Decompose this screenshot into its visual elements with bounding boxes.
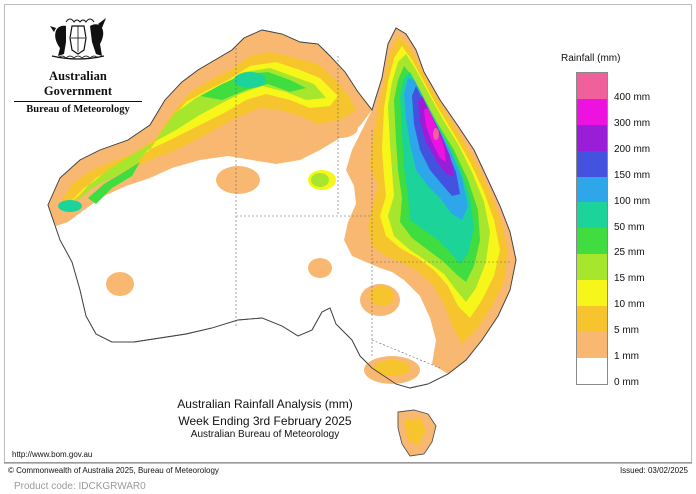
legend-swatch xyxy=(577,202,607,229)
legend-swatch xyxy=(577,254,607,281)
legend-label: 15 mm xyxy=(614,273,645,285)
legend-swatch xyxy=(577,228,607,255)
legend-swatch xyxy=(577,280,607,307)
map-title: Australian Rainfall Analysis (mm) xyxy=(177,397,353,411)
legend-label: 100 mm xyxy=(614,195,651,207)
legend-label: 1 mm xyxy=(614,351,639,362)
coat-of-arms-icon xyxy=(50,18,106,60)
government-branding: Australian Government Bureau of Meteorol… xyxy=(14,20,142,115)
legend-label: 0 mm xyxy=(614,376,639,388)
branding-divider xyxy=(14,101,142,102)
bom-url-link[interactable]: http://www.bom.gov.au xyxy=(12,450,93,459)
product-code: Product code: IDCKGRWAR0 xyxy=(14,481,146,492)
state-borders xyxy=(235,48,510,369)
legend-swatch xyxy=(577,176,607,203)
legend-swatch xyxy=(577,357,607,384)
legend-swatch xyxy=(577,124,607,151)
government-name: Australian Government xyxy=(43,69,113,98)
legend-swatch xyxy=(577,150,607,177)
legend-label: 10 mm xyxy=(614,299,645,311)
map-subtitle: Week Ending 3rd February 2025 xyxy=(178,414,352,428)
legend-swatch xyxy=(577,306,607,332)
legend-label: 400 mm xyxy=(614,92,651,103)
map-source: Australian Bureau of Meteorology xyxy=(190,429,340,440)
legend-title: Rainfall (mm) xyxy=(561,53,621,64)
legend-label: 300 mm xyxy=(614,117,651,129)
issued-date: Issued: 03/02/2025 xyxy=(619,466,688,475)
copyright-text: © Commonwealth of Australia 2025, Bureau… xyxy=(8,466,219,475)
legend-swatch xyxy=(577,73,607,99)
legend-swatch xyxy=(577,98,607,125)
footer-divider xyxy=(4,462,692,463)
legend-label: 25 mm xyxy=(614,247,645,259)
legend-label: 200 mm xyxy=(614,143,651,155)
legend-colorbar xyxy=(576,72,608,385)
rain-400mm xyxy=(433,128,439,140)
legend-label: 50 mm xyxy=(614,221,645,233)
legend-swatch xyxy=(577,331,607,358)
legend-label: 150 mm xyxy=(614,169,651,181)
legend-label: 5 mm xyxy=(614,325,639,337)
bureau-name: Bureau of Meteorology xyxy=(26,104,130,115)
